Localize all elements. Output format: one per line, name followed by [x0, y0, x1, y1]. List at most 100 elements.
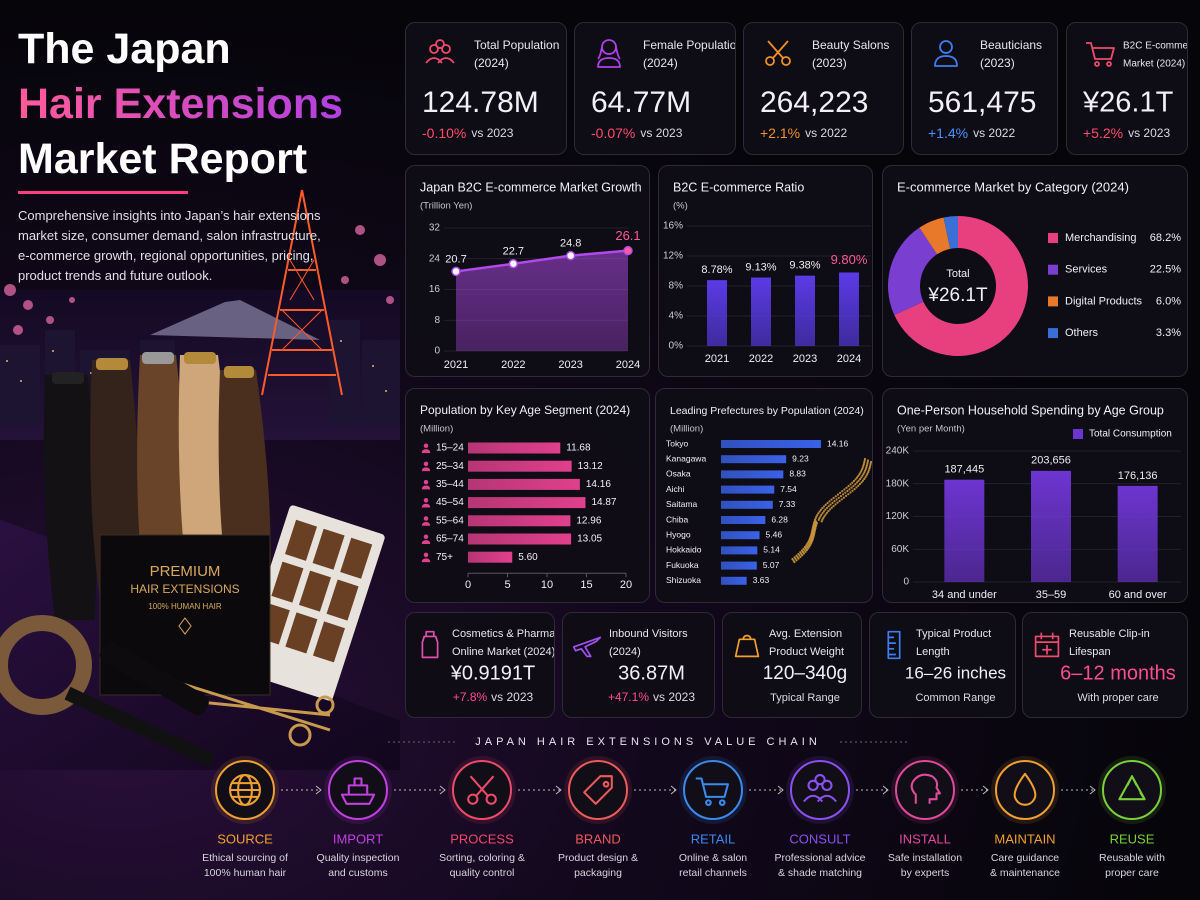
bar [721, 546, 758, 555]
map-dot [854, 483, 857, 486]
map-dot [866, 472, 869, 475]
kpi-change: -0.10% [422, 125, 466, 141]
icon [1013, 772, 1037, 806]
arrowhead [882, 785, 889, 795]
chart-card: Japan B2C E-commerce Market Growth (Trill… [405, 165, 650, 377]
map-dot [827, 505, 830, 508]
map-dot [836, 501, 839, 504]
icon [425, 39, 455, 64]
chart-title: E-commerce Market by Category (2024) [897, 179, 1129, 194]
map-dot [863, 459, 866, 462]
kpi-change-line: -0.07% vs 2023 [591, 125, 683, 141]
kpi-card: Avg. Extension Product Weight 120–340g Typi… [722, 612, 862, 718]
map-dot [818, 510, 821, 513]
bar [468, 442, 561, 454]
value-label: 9.38% [789, 260, 820, 272]
comb [64, 686, 216, 768]
map-dot [822, 516, 825, 520]
step-name: IMPORT [333, 831, 383, 846]
kpi-value: 124.78M [422, 86, 539, 119]
map-dot [825, 506, 829, 510]
map-dot [817, 512, 820, 515]
legend-label: Services [1065, 264, 1108, 276]
mountain [150, 300, 320, 340]
map-dot [855, 481, 859, 484]
map-dot [863, 461, 866, 464]
bar [944, 479, 985, 582]
x-tick-label: 2024 [616, 359, 640, 371]
x-tick-label: 15 [580, 579, 592, 591]
map-dot [822, 510, 826, 513]
step-description: Sorting, coloring & [439, 852, 525, 864]
step-name: INSTALL [899, 831, 951, 846]
category-label: Tokyo [666, 438, 688, 448]
value-chain: JAPAN HAIR EXTENSIONS VALUE CHAIN SOURCE E… [202, 736, 1166, 879]
map-dot [819, 508, 823, 511]
value-label: 7.33 [779, 499, 796, 509]
icon [421, 630, 439, 659]
step-circle [895, 760, 955, 820]
bar [468, 497, 586, 509]
map-dot [805, 549, 808, 552]
category-label: Fukuoka [666, 560, 699, 570]
arrowhead [315, 785, 322, 795]
map-dot [852, 484, 855, 488]
map-dot [824, 513, 827, 516]
map-dot [851, 481, 854, 484]
map-dot [861, 466, 864, 469]
kpi-label: Lifespan [1069, 646, 1111, 658]
icon [910, 773, 941, 804]
kpi-card: Total Population (2024) 124.78M -0.10% vs 20… [405, 22, 567, 155]
map-dot [857, 474, 860, 478]
step-name: PROCESS [450, 831, 514, 846]
card-svg: One-Person Household Spending by Age Gro… [886, 403, 1181, 601]
value-label: 13.12 [578, 461, 603, 472]
bar [721, 531, 760, 540]
map-dot [807, 547, 810, 550]
icon [1086, 42, 1115, 67]
map-dot [811, 538, 814, 542]
legend-swatch [1048, 328, 1058, 339]
category-label: 55–64 [436, 515, 464, 526]
kpi-label: Beauticians [980, 38, 1042, 52]
bar [721, 440, 821, 448]
step-description: Reusable with [1099, 852, 1165, 864]
legend-label: Total Consumption [1089, 429, 1172, 440]
map-dot [808, 545, 811, 548]
kpi-card: Reusable Clip-in Lifespan 6–12 months With … [1022, 612, 1188, 718]
value-label: 26.1 [615, 228, 640, 243]
kpi-value: ¥0.9191T [450, 662, 536, 684]
card-svg: B2C E-commerce Market (2024) ¥26.1T +5.2% vs… [1082, 41, 1187, 141]
step-description: Care guidance [991, 852, 1059, 864]
icon [229, 774, 261, 806]
title-line: Market Report [18, 135, 308, 183]
map-dot [862, 464, 865, 467]
map-dot [837, 496, 840, 499]
box-emblem [178, 617, 192, 635]
icon [1034, 632, 1060, 658]
card-svg: Beauty Salons (2023) 264,223 +2.1% vs 2022 [760, 38, 889, 141]
value-label: 9.13% [745, 261, 776, 273]
kpi-label: Beauty Salons [812, 38, 889, 52]
legend-label: Others [1065, 327, 1099, 339]
arrowhead [555, 785, 562, 795]
card-svg: Typical Product Length 16–26 inches Common … [887, 628, 1006, 704]
step-description: by experts [901, 867, 949, 879]
map-dot [820, 520, 823, 523]
map-dot [851, 489, 854, 492]
kpi-label: Total Population [474, 38, 559, 52]
map-dot [810, 540, 814, 543]
chart-title: Japan B2C E-commerce Market Growth [420, 180, 642, 194]
bar [468, 551, 513, 563]
donut-slice [919, 217, 951, 255]
map-dot [869, 460, 872, 464]
category-label: 15–24 [436, 443, 464, 454]
map-dot [847, 493, 850, 496]
kpi-label: Cosmetics & Pharma [452, 628, 555, 640]
x-tick-label: 2021 [705, 353, 729, 365]
description: Comprehensive insights into Japan’s hair… [18, 208, 321, 283]
legend-value: 6.0% [1156, 295, 1181, 307]
map-dot [855, 476, 859, 479]
category-label: Hyogo [666, 529, 691, 539]
chart-card: B2C E-commerce Ratio (%) 0% 4% 8% 12% 16% 8.78%… [658, 165, 873, 377]
